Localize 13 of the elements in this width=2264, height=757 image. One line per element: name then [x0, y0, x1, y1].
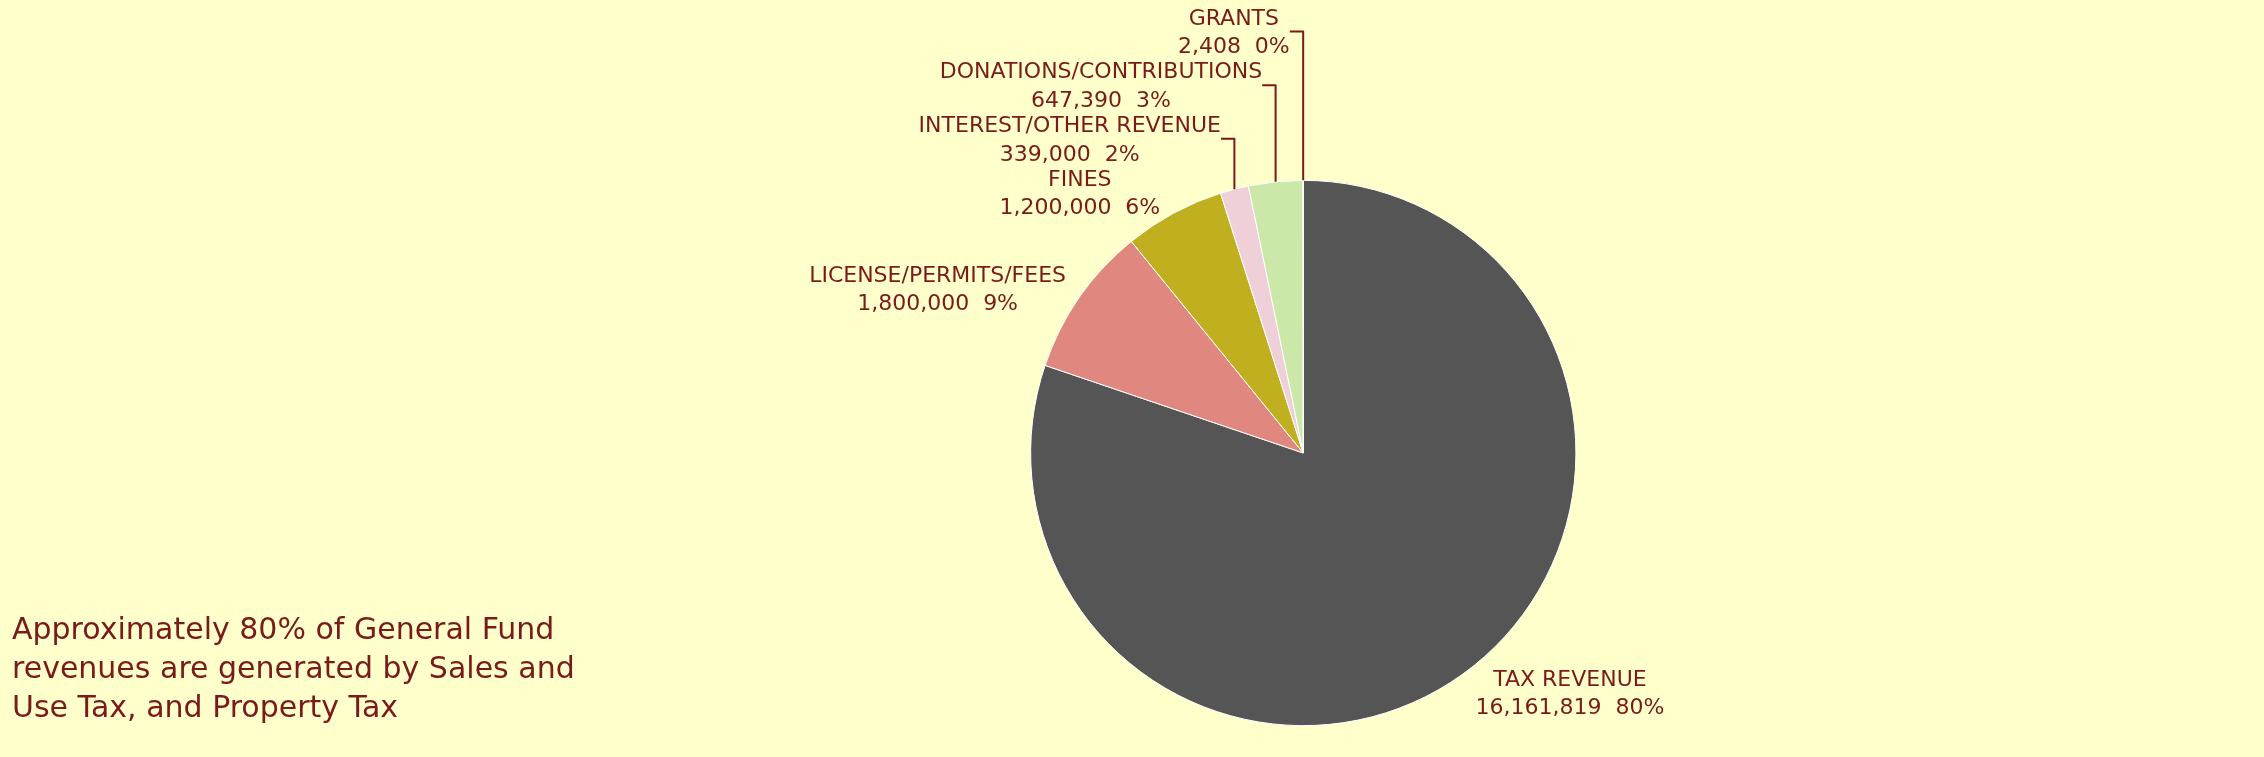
slice-label: GRANTS	[1188, 4, 1280, 30]
data-label: 2,408 0%	[1177, 33, 1290, 59]
data-label: 339,000 2%	[999, 140, 1140, 166]
slice-label: INTEREST/OTHER REVENUE	[918, 112, 1221, 137]
slice-label: FINES	[1048, 165, 1112, 191]
data-label: 16,161,819 80%	[1475, 694, 1665, 720]
slice-label: LICENSE/PERMITS/FEES	[809, 261, 1067, 287]
data-label: 647,390 3%	[1031, 87, 1171, 112]
text: Approximately 80% of General Fund revenues are generated by Sales and Use Tax, and Property Tax	[12, 611, 575, 724]
data-label: 1,200,000 6%	[999, 194, 1161, 220]
slice-label: DONATIONS/CONTRIBUTIONS	[939, 58, 1263, 84]
slice-label: TAX REVENUE	[1492, 665, 1647, 691]
data-label: 1,800,000 9%	[857, 290, 1019, 316]
